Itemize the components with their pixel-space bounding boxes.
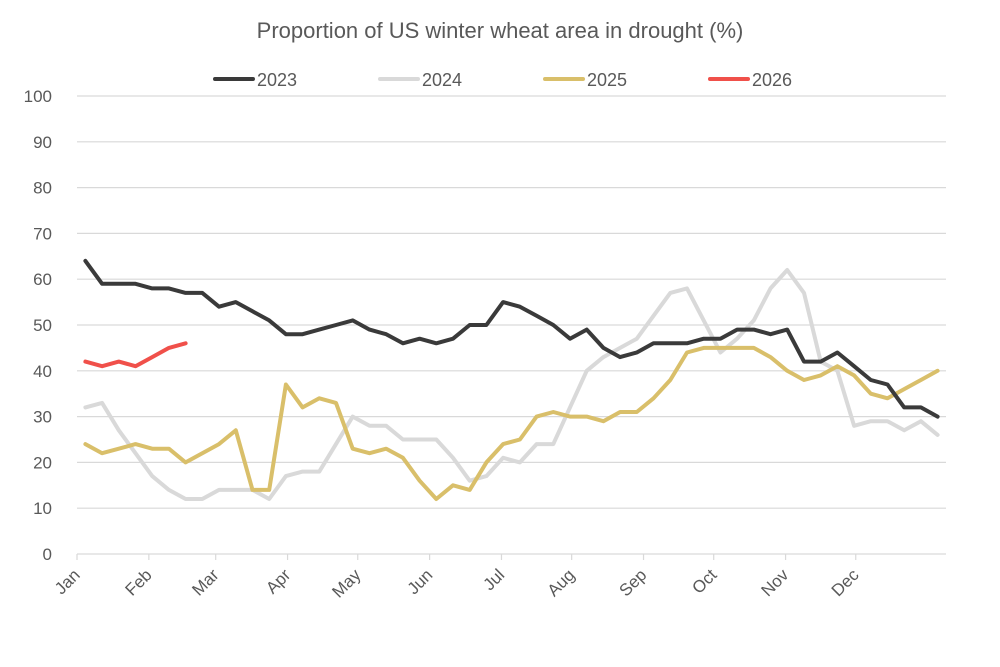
y-tick-label: 50 [33, 316, 52, 335]
y-tick-label: 20 [33, 453, 52, 472]
x-axis: Jan Feb Mar Apr May Jun Jul Aug Sep Oct Nov Dec [51, 553, 946, 602]
gridlines [77, 95, 946, 509]
y-tick-label: 100 [24, 87, 52, 106]
x-tick-label: Mar [188, 565, 222, 599]
y-axis: 0 10 20 30 40 50 60 70 80 90 100 [24, 87, 52, 564]
x-tick-label: Dec [828, 565, 863, 600]
series-line-2024 [83, 268, 940, 501]
x-tick-label: Oct [688, 565, 720, 597]
series-line-2025 [83, 345, 940, 501]
y-tick-label: 60 [33, 270, 52, 289]
series-line-2023 [83, 258, 940, 419]
x-tick-label: Aug [544, 565, 579, 600]
y-tick-label: 90 [33, 133, 52, 152]
x-tick-label: May [328, 565, 364, 601]
x-tick-label: Apr [262, 565, 294, 597]
legend-label-2024: 2024 [422, 70, 462, 90]
chart-title: Proportion of US winter wheat area in dr… [257, 18, 744, 43]
x-tick-label: Sep [616, 565, 651, 600]
x-tick-label: Nov [758, 565, 793, 600]
y-tick-label: 70 [33, 224, 52, 243]
series-lines [83, 258, 940, 501]
legend-label-2026: 2026 [752, 70, 792, 90]
y-tick-label: 40 [33, 362, 52, 381]
x-tick-label: Jun [404, 565, 437, 598]
x-tick-label: Feb [122, 565, 156, 599]
legend-label-2025: 2025 [587, 70, 627, 90]
series-line-2026 [83, 341, 188, 369]
y-tick-label: 10 [33, 499, 52, 518]
x-tick-label: Jan [51, 565, 84, 598]
y-tick-label: 30 [33, 408, 52, 427]
y-tick-label: 80 [33, 179, 52, 198]
x-tick-label: Jul [479, 565, 508, 594]
legend: 2023 2024 2025 2026 [213, 70, 792, 90]
y-tick-label: 0 [43, 545, 52, 564]
legend-label-2023: 2023 [257, 70, 297, 90]
